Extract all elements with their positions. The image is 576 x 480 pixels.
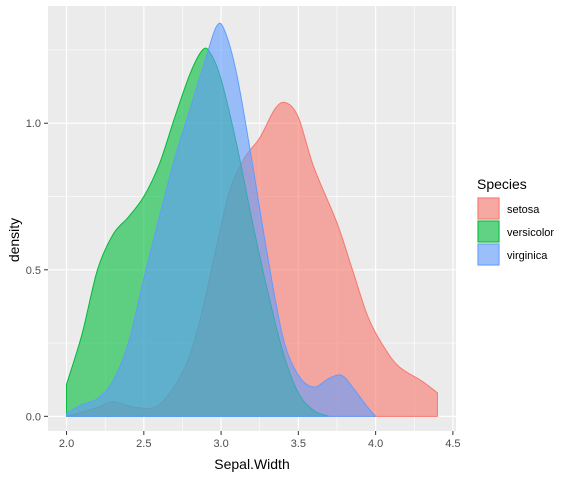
- y-axis-ticks: 0.0 0.5 1.0: [26, 118, 48, 423]
- legend-title: Species: [477, 176, 527, 192]
- x-tick-label: 4.0: [368, 438, 383, 450]
- x-tick-label: 2.0: [59, 438, 74, 450]
- density-area-virginica: [66, 22, 377, 417]
- legend-swatch-versicolor: [477, 220, 500, 243]
- x-axis-ticks: 2.0 2.5 3.0 3.5 4.0 4.5: [59, 431, 461, 450]
- density-areas: [66, 22, 438, 417]
- legend-label-setosa: setosa: [507, 204, 540, 216]
- x-tick-label: 3.5: [291, 438, 306, 450]
- legend-swatch-virginica: [477, 243, 500, 266]
- x-axis-title: Sepal.Width: [214, 456, 289, 472]
- x-tick-label: 3.0: [213, 438, 228, 450]
- legend-label-versicolor: versicolor: [507, 227, 554, 239]
- y-tick-label: 0.0: [26, 411, 41, 423]
- x-tick-label: 2.5: [136, 438, 151, 450]
- x-tick-label: 4.5: [445, 438, 460, 450]
- legend-swatch-setosa: [477, 197, 500, 220]
- y-tick-label: 1.0: [26, 118, 41, 130]
- y-axis-title: density: [6, 218, 22, 262]
- legend-label-virginica: virginica: [507, 250, 548, 262]
- y-tick-label: 0.5: [26, 265, 41, 277]
- legend: Species setosa versicolor virginica: [477, 176, 554, 266]
